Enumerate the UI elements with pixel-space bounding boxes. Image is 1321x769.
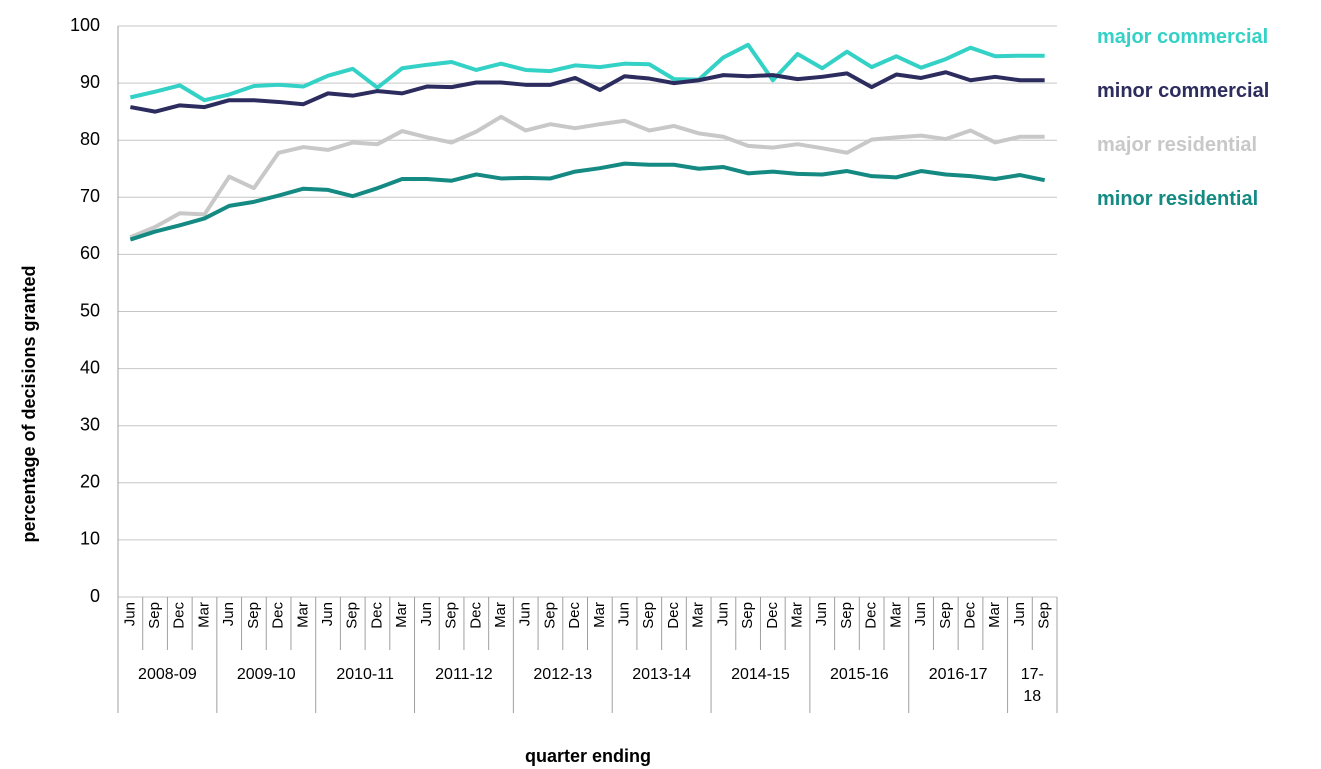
x-tick-label: Jun xyxy=(912,602,929,626)
x-tick-label: Jun xyxy=(121,602,138,626)
x-tick-label: Dec xyxy=(566,602,583,629)
legend-entry: major commercial xyxy=(1097,26,1269,48)
series-line xyxy=(129,114,1045,240)
x-tick-label: Mar xyxy=(492,602,509,628)
x-tick-label: Dec xyxy=(764,602,781,629)
x-tick-label: Sep xyxy=(640,602,657,629)
y-tick-label: 80 xyxy=(80,129,100,149)
x-group-label: 2008-09 xyxy=(138,666,197,683)
x-tick-label: Sep xyxy=(146,602,163,629)
x-tick-label: Mar xyxy=(986,602,1003,628)
x-group-label: 2010-11 xyxy=(336,666,394,683)
x-tick-label: Mar xyxy=(294,602,311,628)
x-tick-label: Mar xyxy=(195,602,212,628)
x-tick-label: Sep xyxy=(541,602,558,629)
x-tick-label: Sep xyxy=(443,602,460,629)
x-tick-label: Jun xyxy=(517,602,534,626)
y-tick-label: 40 xyxy=(80,357,100,377)
x-tick-label: Mar xyxy=(690,602,707,628)
x-group-label: 2009-10 xyxy=(236,666,296,683)
x-tick-label: Mar xyxy=(887,602,904,628)
x-group-label: 17-18 xyxy=(1020,666,1044,705)
y-axis-title: percentage of decisions granted xyxy=(19,265,39,542)
x-tick-label: Dec xyxy=(368,602,385,629)
x-tick-label: Dec xyxy=(171,602,188,629)
x-group-label: 2016-17 xyxy=(928,666,988,683)
x-tick-label: Sep xyxy=(838,602,855,629)
x-tick-label: Jun xyxy=(813,602,830,626)
y-tick-label: 30 xyxy=(80,414,100,434)
x-tick-label: Jun xyxy=(1011,602,1028,626)
x-group-label: 2014-15 xyxy=(731,666,790,683)
x-group-label: 2011-12 xyxy=(435,666,493,683)
x-tick-label: Mar xyxy=(591,602,608,628)
x-tick-label: Jun xyxy=(319,602,336,626)
x-group-label: 2013-14 xyxy=(632,666,691,683)
x-axis-title: quarter ending xyxy=(525,746,651,766)
x-tick-label: Jun xyxy=(220,602,237,626)
x-tick-label: Mar xyxy=(393,602,410,628)
x-tick-label: Dec xyxy=(270,602,287,629)
legend-entry: minor commercial xyxy=(1097,80,1270,102)
x-tick-label: Dec xyxy=(863,602,880,629)
x-tick-label: Jun xyxy=(418,602,435,626)
x-tick-label: Dec xyxy=(961,602,978,629)
y-tick-label: 20 xyxy=(80,472,100,492)
legend-entry: minor residential xyxy=(1097,188,1259,210)
x-tick-label: Jun xyxy=(616,602,633,626)
series-line xyxy=(129,42,1045,103)
y-tick-label: 100 xyxy=(70,15,100,35)
x-tick-label: Mar xyxy=(789,602,806,628)
x-tick-label: Sep xyxy=(739,602,756,629)
x-tick-label: Sep xyxy=(937,602,954,629)
legend-entry: major residential xyxy=(1097,134,1258,156)
x-group-label: 2015-16 xyxy=(829,666,889,683)
y-tick-label: 90 xyxy=(80,72,100,92)
x-tick-label: Dec xyxy=(467,602,484,629)
series-line xyxy=(129,70,1045,114)
y-tick-label: 70 xyxy=(80,186,100,206)
x-tick-label: Dec xyxy=(665,602,682,629)
x-tick-label: Jun xyxy=(714,602,731,626)
y-tick-label: 0 xyxy=(90,586,100,606)
x-group-label: 2012-13 xyxy=(533,666,593,683)
y-tick-label: 60 xyxy=(80,243,100,263)
x-tick-label: Sep xyxy=(1036,602,1053,629)
x-tick-label: Sep xyxy=(344,602,361,629)
y-tick-label: 10 xyxy=(80,529,100,549)
series-line xyxy=(129,161,1046,242)
x-tick-label: Sep xyxy=(245,602,262,629)
y-tick-label: 50 xyxy=(80,300,100,320)
